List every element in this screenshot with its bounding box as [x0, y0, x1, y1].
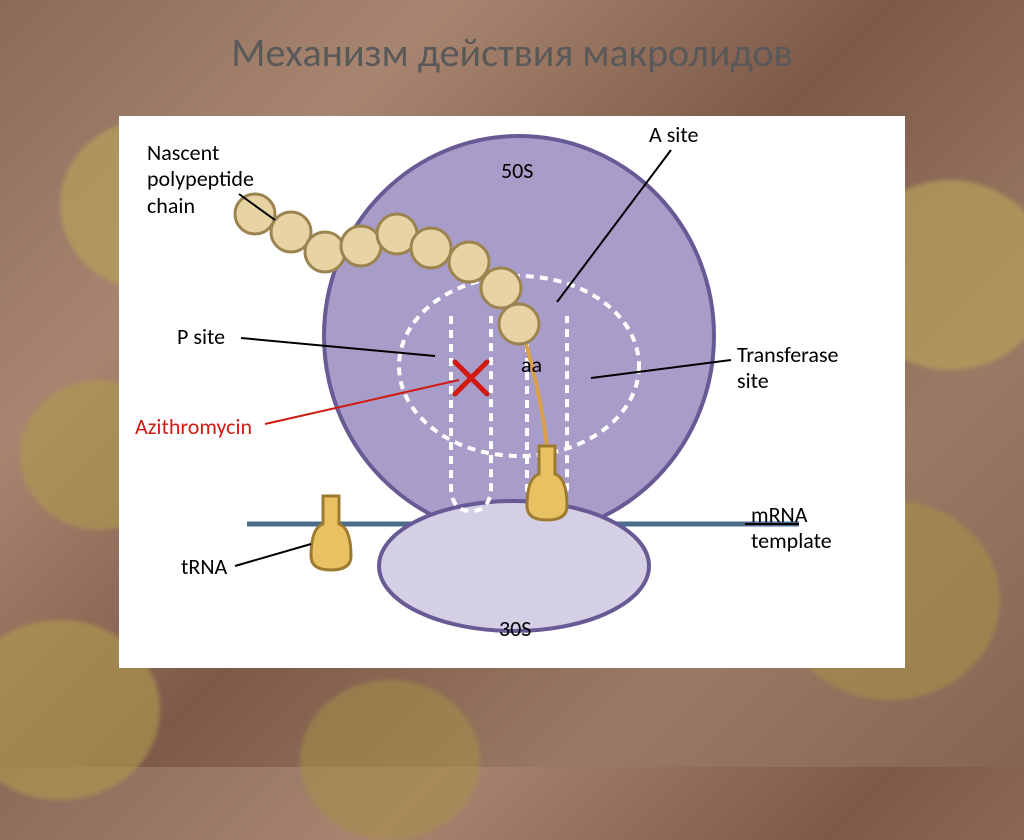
label-nascent: Nascent polypeptide chain: [147, 140, 254, 219]
label-mrna: mRNA template: [751, 502, 832, 555]
label-azithromycin: Azithromycin: [135, 414, 252, 440]
label-p-site: P site: [177, 324, 225, 350]
subunit-30s: [379, 501, 649, 631]
label-30s: 30S: [499, 616, 531, 642]
label-transferase: Transferase site: [737, 342, 839, 395]
label-50s: 50S: [501, 158, 533, 184]
slide-title: Механизм действия макролидов: [0, 28, 1024, 77]
label-a-site: A site: [649, 122, 698, 148]
label-trna: tRNA: [181, 554, 227, 580]
aa-label: aa: [521, 351, 542, 378]
trna-left: [311, 496, 351, 570]
diagram-container: aa Nascent polypeptide chain A site P si…: [119, 116, 905, 668]
